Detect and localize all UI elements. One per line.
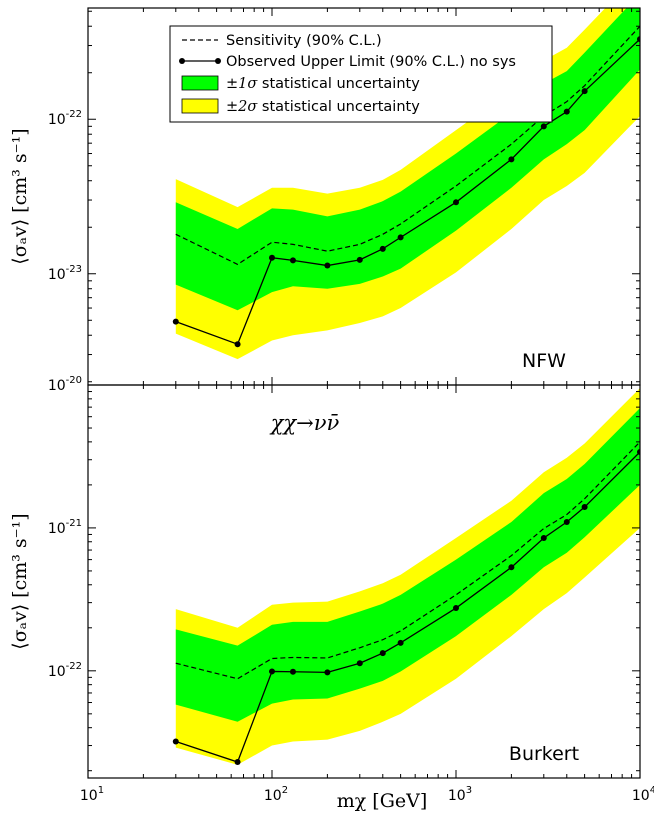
panel-label: NFW	[522, 350, 566, 372]
x-tick-label: 101	[80, 785, 104, 804]
data-point-observed	[356, 660, 363, 667]
y-tick-label: 10-22	[48, 109, 82, 128]
data-point-observed	[581, 504, 588, 511]
data-point-observed	[637, 36, 640, 43]
series-line-sensitivity	[175, 25, 640, 266]
band-1sigma	[175, 408, 640, 722]
y-axis-label: ⟨σₐv⟩ [cm³ s⁻¹]	[9, 128, 31, 264]
data-point-observed	[269, 254, 275, 261]
plot-area	[172, 388, 640, 766]
data-point-observed	[379, 650, 386, 657]
x-tick-label: 104	[632, 785, 654, 804]
x-tick-label: 103	[448, 785, 472, 804]
data-point-observed	[453, 199, 459, 206]
data-point-observed	[563, 518, 570, 525]
data-point-observed	[269, 668, 275, 675]
data-point-observed	[234, 341, 241, 348]
data-point-observed	[563, 108, 570, 115]
data-point-observed	[172, 318, 179, 325]
legend: Sensitivity (90% C.L.) Observed Upper Lim…	[169, 25, 553, 123]
data-point-observed	[234, 759, 241, 766]
data-point-observed	[508, 156, 515, 163]
legend-label-observed: Observed Upper Limit (90% C.L.) no sys	[226, 54, 516, 70]
legend-label-band2: ±2σ statistical uncertainty	[226, 99, 420, 115]
y-tick-label: 10-22	[48, 661, 82, 680]
plot-frame	[87, 384, 641, 779]
y-tick-label: 10-21	[48, 518, 82, 537]
data-point-observed	[397, 639, 404, 646]
data-point-observed	[397, 234, 404, 241]
legend-label-band1: ±1σ statistical uncertainty	[226, 76, 420, 92]
data-point-observed	[324, 669, 331, 676]
chart-panel-2: 10-22 10-21 10-20 101 102 103 104 mχ [GeV] ⟨σₐv⟩…	[9, 375, 654, 812]
y-tick-label: 10-20	[48, 375, 82, 394]
x-axis-label: mχ [GeV]	[337, 790, 428, 812]
data-point-observed	[356, 256, 363, 263]
data-point-observed	[540, 535, 547, 541]
legend-label-sensitivity: Sensitivity (90% C.L.)	[226, 33, 382, 49]
reaction-annotation: χχ→νν̄	[269, 411, 340, 435]
y-tick-label: 10-23	[48, 264, 82, 283]
data-point-observed	[540, 123, 547, 130]
legend-box	[169, 25, 553, 123]
panel-label: Burkert	[509, 743, 579, 765]
legend-swatch-1sigma	[181, 75, 219, 91]
data-point-observed	[637, 448, 640, 455]
data-point-observed	[324, 262, 331, 269]
data-point-observed	[453, 605, 459, 612]
data-point-observed	[172, 738, 179, 745]
band-1sigma	[175, 8, 640, 311]
series-line-observed	[175, 451, 640, 763]
data-point-observed	[289, 257, 296, 264]
legend-marker	[179, 58, 185, 64]
series-line-sensitivity	[175, 441, 640, 680]
data-point-observed	[581, 88, 588, 95]
legend-swatch-2sigma	[181, 98, 219, 114]
series-line-observed	[175, 38, 640, 346]
y-axis-label: ⟨σₐv⟩ [cm³ s⁻¹]	[9, 513, 31, 649]
data-point-observed	[508, 564, 515, 571]
data-point-observed	[379, 245, 386, 252]
axis-ticks	[87, 8, 641, 385]
x-tick-label: 102	[264, 785, 288, 804]
data-point-observed	[289, 668, 296, 675]
legend-marker	[215, 58, 221, 64]
